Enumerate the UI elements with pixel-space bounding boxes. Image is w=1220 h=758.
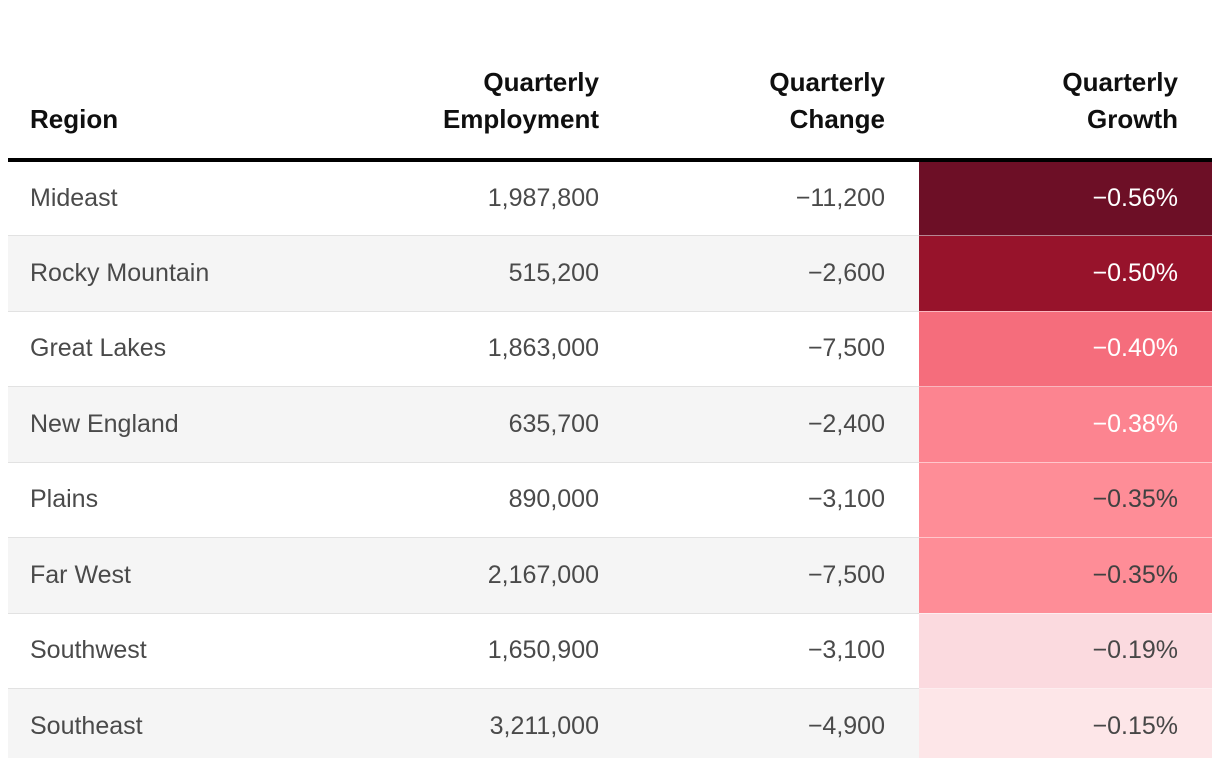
- change-cell: −2,400: [633, 386, 919, 462]
- growth-cell: −0.15%: [919, 688, 1212, 758]
- table-row: Southwest 1,650,900 −3,100 −0.19%: [8, 612, 1212, 689]
- table-row: Far West 2,167,000 −7,500 −0.35%: [8, 537, 1212, 613]
- change-cell: −11,200: [633, 160, 919, 236]
- growth-cell: −0.19%: [919, 612, 1212, 689]
- column-header-quarterly-growth: Quarterly Growth: [919, 0, 1212, 162]
- table-row: Mideast 1,987,800 −11,200 −0.56%: [8, 160, 1212, 236]
- region-cell: New England: [8, 386, 358, 462]
- employment-cell: 515,200: [358, 235, 633, 311]
- region-cell: Far West: [8, 537, 358, 613]
- header-line: Quarterly: [769, 67, 885, 97]
- growth-cell: −0.35%: [919, 537, 1212, 613]
- employment-cell: 2,167,000: [358, 537, 633, 613]
- growth-cell: −0.40%: [919, 310, 1212, 387]
- region-cell: Southwest: [8, 612, 358, 689]
- change-cell: −2,600: [633, 235, 919, 311]
- column-header-quarterly-employment: Quarterly Employment: [358, 0, 633, 162]
- header-line: Quarterly: [1062, 67, 1178, 97]
- employment-cell: 1,987,800: [358, 160, 633, 236]
- change-cell: −3,100: [633, 461, 919, 538]
- change-cell: −7,500: [633, 310, 919, 387]
- region-cell: Plains: [8, 461, 358, 538]
- region-cell: Southeast: [8, 688, 358, 758]
- table-row: Rocky Mountain 515,200 −2,600 −0.50%: [8, 235, 1212, 311]
- region-cell: Great Lakes: [8, 310, 358, 387]
- header-line: Change: [789, 104, 885, 134]
- table-row: Great Lakes 1,863,000 −7,500 −0.40%: [8, 310, 1212, 387]
- growth-cell: −0.56%: [919, 160, 1212, 236]
- growth-cell: −0.50%: [919, 235, 1212, 311]
- header-line: Employment: [442, 104, 599, 134]
- column-header-region: Region: [8, 0, 358, 162]
- employment-cell: 635,700: [358, 386, 633, 462]
- change-cell: −3,100: [633, 612, 919, 689]
- header-line: Region: [30, 104, 119, 134]
- region-cell: Mideast: [8, 160, 358, 236]
- table-row: Plains 890,000 −3,100 −0.35%: [8, 461, 1212, 538]
- change-cell: −4,900: [633, 688, 919, 758]
- header-line: Growth: [1087, 104, 1178, 134]
- employment-cell: 3,211,000: [358, 688, 633, 758]
- growth-cell: −0.35%: [919, 461, 1212, 538]
- table-row: Southeast 3,211,000 −4,900 −0.15%: [8, 688, 1212, 758]
- header-row: Region Quarterly Employment Quarterly Ch…: [8, 0, 1212, 162]
- region-cell: Rocky Mountain: [8, 235, 358, 311]
- employment-cell: 1,650,900: [358, 612, 633, 689]
- employment-cell: 1,863,000: [358, 310, 633, 387]
- column-header-quarterly-change: Quarterly Change: [633, 0, 919, 162]
- growth-cell: −0.38%: [919, 386, 1212, 462]
- change-cell: −7,500: [633, 537, 919, 613]
- table-row: New England 635,700 −2,400 −0.38%: [8, 386, 1212, 462]
- employment-cell: 890,000: [358, 461, 633, 538]
- header-line: Quarterly: [483, 67, 599, 97]
- regional-employment-table: Region Quarterly Employment Quarterly Ch…: [8, 0, 1212, 758]
